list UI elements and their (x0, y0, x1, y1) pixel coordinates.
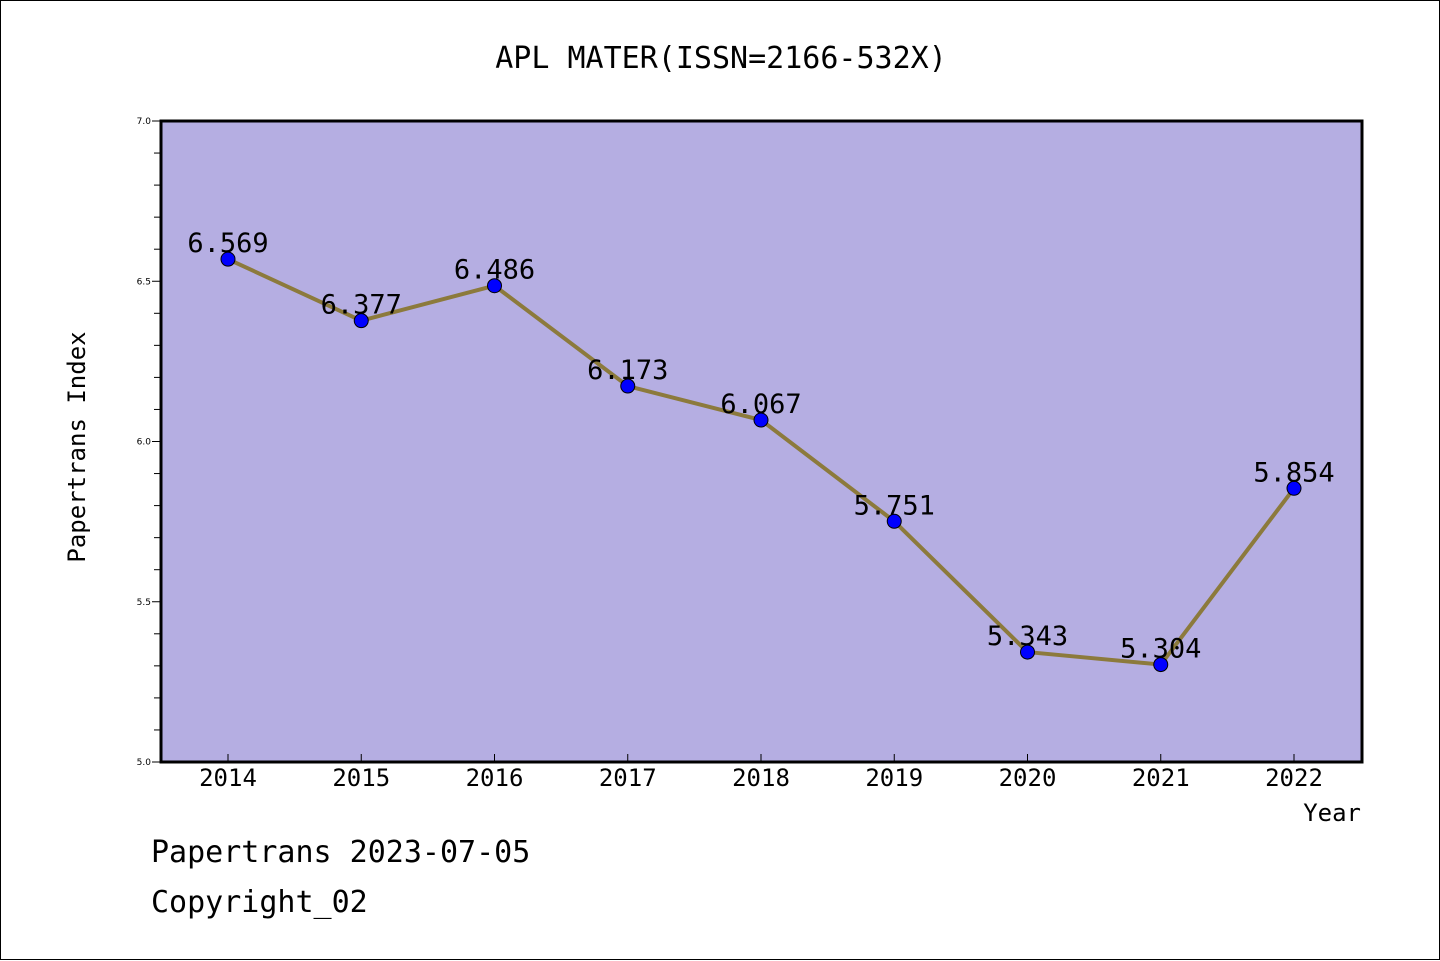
data-label: 5.343 (987, 621, 1068, 652)
data-point (620, 378, 636, 394)
y-tick-label: 6.5 (137, 277, 151, 287)
data-label: 6.486 (454, 255, 535, 286)
plot-area (159, 119, 1364, 764)
data-label: 6.569 (187, 228, 268, 259)
y-tick-label: 5.5 (137, 598, 151, 608)
data-labels: 6.569 6.377 6.486 6.173 6.067 5.751 5.343 5.304… (187, 228, 1334, 664)
data-point (220, 251, 236, 267)
x-tick-label: 2014 (199, 764, 257, 792)
x-tick-label: 2022 (1265, 764, 1323, 792)
footer-date-line: Papertrans 2023-07-05 (151, 835, 531, 870)
data-point (353, 313, 369, 329)
y-tick-label: 6.0 (137, 438, 152, 448)
data-label: 6.377 (321, 290, 402, 321)
x-tick-label: 2020 (999, 764, 1057, 792)
data-point (487, 278, 502, 294)
data-label: 5.304 (1120, 634, 1201, 665)
data-label: 6.067 (720, 389, 801, 420)
y-axis-label: Papertrans Index (63, 331, 91, 562)
y-tick-label: 5.0 (137, 758, 152, 768)
data-label: 5.854 (1253, 457, 1334, 488)
x-axis-label: Year (1303, 799, 1361, 827)
data-point (1153, 657, 1169, 673)
data-point (1020, 644, 1035, 660)
footer-copyright-line: Copyright_02 (151, 885, 368, 920)
x-tick-label: 2019 (865, 764, 923, 792)
y-axis-ticks: 5.0 5.5 6.0 6.5 7.0 (137, 117, 161, 768)
chart-title: APL MATER(ISSN=2166-532X) (495, 41, 947, 76)
data-point (1286, 480, 1302, 496)
x-axis-ticks: 2014 2015 2016 2017 2018 2019 2020 2021 2022 (199, 754, 1323, 792)
x-tick-label: 2018 (732, 764, 790, 792)
y-tick-label: 7.0 (137, 117, 152, 127)
data-label: 5.751 (854, 490, 935, 521)
series-group (220, 251, 1302, 673)
x-tick-label: 2017 (599, 764, 657, 792)
x-tick-label: 2016 (466, 764, 524, 792)
x-tick-label: 2021 (1132, 764, 1190, 792)
data-point (753, 412, 769, 428)
data-label: 6.173 (587, 355, 668, 386)
data-point (886, 513, 902, 529)
x-tick-label: 2015 (332, 764, 390, 792)
